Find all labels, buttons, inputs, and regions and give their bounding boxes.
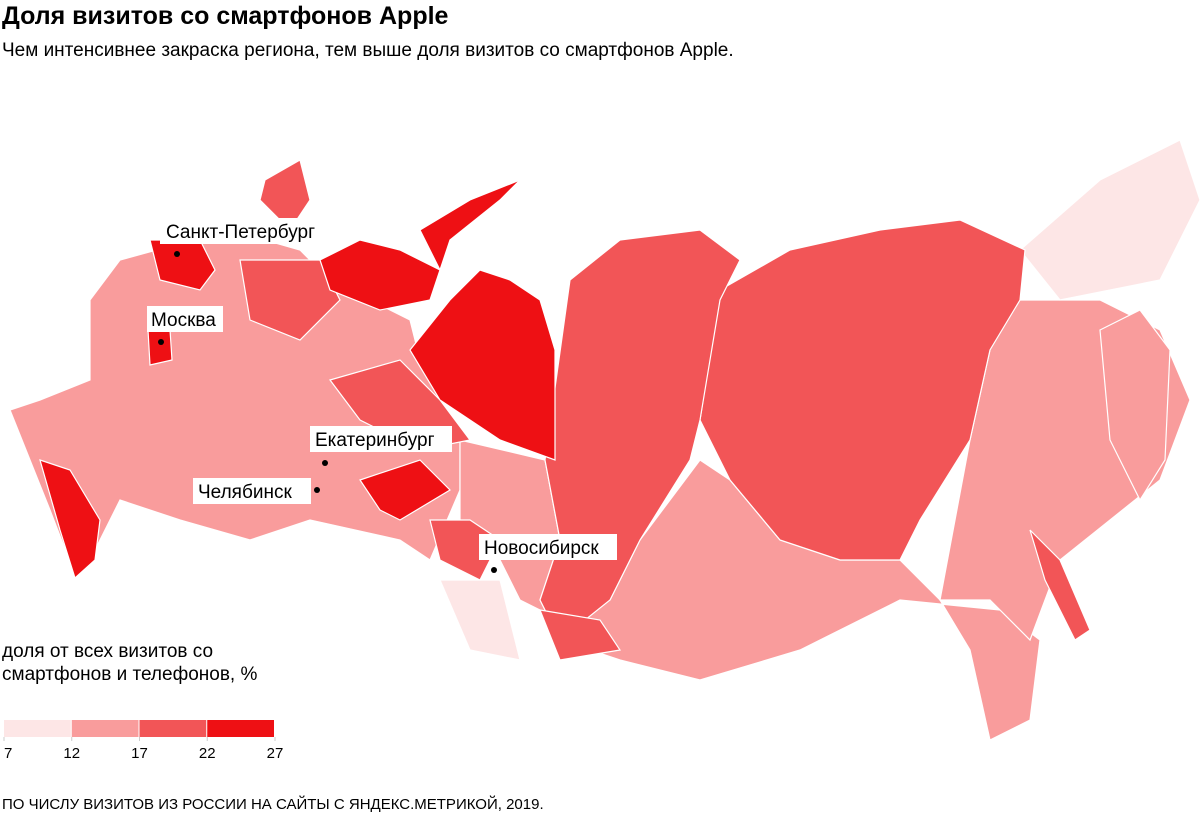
city-box <box>479 534 617 560</box>
region <box>1099 309 1171 502</box>
region <box>539 609 622 661</box>
region <box>239 259 341 341</box>
region <box>359 459 451 521</box>
region <box>1019 139 1200 301</box>
region <box>699 219 1026 561</box>
legend-tick-label: 17 <box>131 745 148 762</box>
region <box>319 239 441 311</box>
city-box <box>160 218 338 244</box>
legend-tick-label: 12 <box>63 745 80 762</box>
region <box>259 159 311 231</box>
legend-tick-label: 27 <box>267 745 284 762</box>
region <box>439 579 521 661</box>
city-label: Санкт-Петербург <box>166 222 315 243</box>
legend-tick-label: 22 <box>199 745 216 762</box>
city-label: Новосибирск <box>484 538 599 559</box>
city-dot <box>174 251 180 257</box>
city-dot <box>491 567 497 573</box>
legend: 7 12 17 22 27 <box>3 720 284 762</box>
legend-swatch <box>139 720 207 737</box>
city-label: Москва <box>151 310 216 331</box>
legend-swatch <box>4 720 71 737</box>
city-dot <box>322 460 328 466</box>
city-label: Екатеринбург <box>315 430 435 451</box>
region <box>147 329 173 366</box>
region <box>1029 529 1091 641</box>
legend-swatch <box>207 720 274 737</box>
title: Доля визитов со смартфонов Apple <box>2 2 449 30</box>
legend-swatch <box>71 720 139 737</box>
legend-tick-label: 7 <box>4 745 12 762</box>
subtitle: Чем интенсивнее закраска региона, тем вы… <box>2 40 734 61</box>
region <box>409 269 556 461</box>
city-box <box>310 426 452 452</box>
city-box <box>193 478 311 504</box>
region <box>419 179 521 272</box>
city-dot <box>314 487 320 493</box>
city-box <box>147 306 223 332</box>
cities: Санкт-Петербург Москва Екатеринбург Челя… <box>147 218 617 573</box>
city-label: Челябинск <box>198 482 292 503</box>
footer: ПО ЧИСЛУ ВИЗИТОВ ИЗ РОССИИ НА САЙТЫ С ЯН… <box>2 796 544 813</box>
region <box>39 459 101 580</box>
city-dot <box>158 339 164 345</box>
legend-title: доля от всех визитов со смартфонов и тел… <box>2 641 258 685</box>
